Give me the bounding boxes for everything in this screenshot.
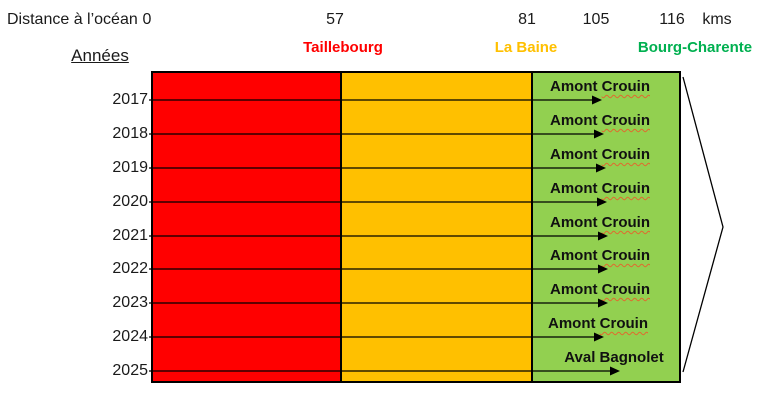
misspelled-word: Crouin bbox=[601, 78, 650, 95]
station-marker-label-2018: Amont Crouin bbox=[550, 112, 650, 129]
year-label-2021: 2021 bbox=[112, 227, 148, 244]
year-label-2024: 2024 bbox=[112, 328, 148, 345]
station-marker-label-2017: Amont Crouin bbox=[550, 78, 650, 95]
station-marker-text: Amont bbox=[550, 78, 602, 95]
misspelled-word: Crouin bbox=[599, 315, 648, 332]
distance-tick-81: 81 bbox=[518, 11, 536, 28]
station-marker-label-2022: Amont Crouin bbox=[550, 247, 650, 264]
station-label-la-baine: La Baine bbox=[494, 39, 558, 56]
distance-tick-105: 105 bbox=[582, 11, 610, 28]
distance-unit-label: kms bbox=[702, 11, 732, 28]
station-marker-text: Amont bbox=[550, 146, 602, 163]
distance-tick-57: 57 bbox=[326, 11, 344, 28]
station-marker-label-2021: Amont Crouin bbox=[550, 214, 650, 231]
station-marker-label-2024: Amont Crouin bbox=[548, 315, 648, 332]
misspelled-word: Crouin bbox=[601, 281, 650, 298]
station-marker-text: Amont bbox=[550, 247, 602, 264]
station-marker-label-2023: Amont Crouin bbox=[550, 281, 650, 298]
year-label-2018: 2018 bbox=[112, 125, 148, 142]
misspelled-word: Crouin bbox=[601, 146, 650, 163]
station-marker-text: Amont bbox=[550, 180, 602, 197]
distance-tick-116: 116 bbox=[659, 11, 685, 28]
station-marker-label-2025: Aval Bagnolet bbox=[564, 349, 663, 366]
station-marker-text: Amont bbox=[550, 214, 602, 231]
station-marker-label-2020: Amont Crouin bbox=[550, 180, 650, 197]
zone-red bbox=[151, 71, 342, 383]
station-label-bourg-charente: Bourg-Charente bbox=[637, 39, 753, 56]
right-brace-chevron bbox=[682, 76, 724, 373]
station-marker-label-2019: Amont Crouin bbox=[550, 146, 650, 163]
year-label-2020: 2020 bbox=[112, 193, 148, 210]
year-label-2017: 2017 bbox=[112, 91, 148, 108]
years-axis-title: Années bbox=[71, 46, 129, 65]
station-marker-text: Aval Bagnolet bbox=[564, 349, 664, 366]
zone-yellow bbox=[340, 71, 533, 383]
distance-axis-title: Distance à l’océan bbox=[7, 11, 138, 28]
year-label-2023: 2023 bbox=[112, 294, 148, 311]
misspelled-word: Crouin bbox=[601, 247, 650, 264]
year-label-2025: 2025 bbox=[112, 362, 148, 379]
station-marker-text: Amont bbox=[550, 112, 602, 129]
misspelled-word: Crouin bbox=[601, 180, 650, 197]
year-label-2019: 2019 bbox=[112, 159, 148, 176]
station-marker-text: Amont bbox=[550, 281, 602, 298]
station-marker-text: Amont bbox=[548, 315, 600, 332]
misspelled-word: Crouin bbox=[601, 214, 650, 231]
distance-tick-0: 0 bbox=[142, 11, 152, 28]
station-label-taillebourg: Taillebourg bbox=[303, 39, 383, 56]
year-label-2022: 2022 bbox=[112, 260, 148, 277]
zone-green bbox=[531, 71, 681, 383]
misspelled-word: Crouin bbox=[601, 112, 650, 129]
